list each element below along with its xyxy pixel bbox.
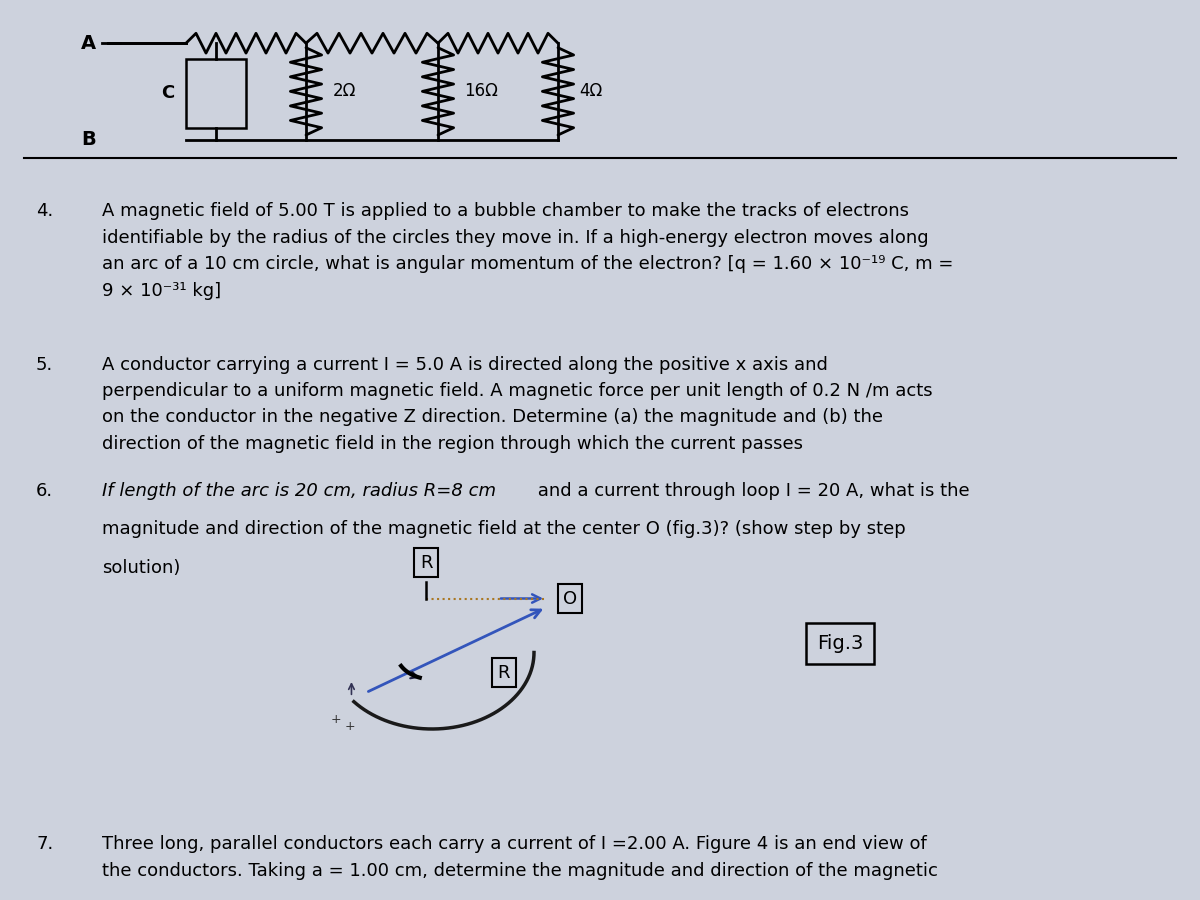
Text: and a current through loop I = 20 A, what is the: and a current through loop I = 20 A, wha… [532, 482, 970, 500]
Text: A magnetic field of 5.00 T is applied to a bubble chamber to make the tracks of : A magnetic field of 5.00 T is applied to… [102, 202, 953, 300]
Text: 4Ω: 4Ω [580, 83, 602, 101]
Text: solution): solution) [102, 559, 180, 577]
Text: Three long, parallel conductors each carry a current of I =2.00 A. Figure 4 is a: Three long, parallel conductors each car… [102, 835, 938, 879]
Text: O: O [563, 590, 577, 608]
Text: +: + [330, 713, 341, 726]
Text: +: + [344, 720, 355, 733]
Text: 7.: 7. [36, 835, 53, 853]
Bar [186, 58, 246, 128]
Text: If length of the arc is 20 cm, radius R=8 cm: If length of the arc is 20 cm, radius R=… [102, 482, 496, 500]
Text: R: R [498, 663, 510, 681]
Text: C: C [161, 85, 174, 102]
Text: 2Ω: 2Ω [332, 83, 355, 101]
Text: A: A [80, 33, 96, 53]
Text: 6.: 6. [36, 482, 53, 500]
Text: 5.: 5. [36, 356, 53, 373]
Text: 16Ω: 16Ω [464, 83, 498, 101]
Text: B: B [82, 130, 96, 149]
Text: R: R [420, 554, 432, 572]
Text: 4.: 4. [36, 202, 53, 220]
Text: Fig.3: Fig.3 [817, 634, 863, 653]
Text: magnitude and direction of the magnetic field at the center O (fig.3)? (show ste: magnitude and direction of the magnetic … [102, 520, 906, 538]
Text: A conductor carrying a current I = 5.0 A is directed along the positive x axis a: A conductor carrying a current I = 5.0 A… [102, 356, 932, 453]
